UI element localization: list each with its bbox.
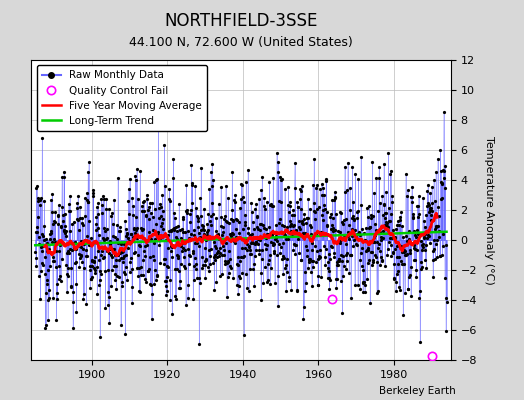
Y-axis label: Temperature Anomaly (°C): Temperature Anomaly (°C): [484, 136, 494, 284]
Text: 44.100 N, 72.600 W (United States): 44.100 N, 72.600 W (United States): [129, 36, 353, 49]
Legend: Raw Monthly Data, Quality Control Fail, Five Year Moving Average, Long-Term Tren: Raw Monthly Data, Quality Control Fail, …: [37, 65, 207, 131]
Text: Berkeley Earth: Berkeley Earth: [379, 386, 456, 396]
Text: NORTHFIELD-3SSE: NORTHFIELD-3SSE: [165, 12, 318, 30]
